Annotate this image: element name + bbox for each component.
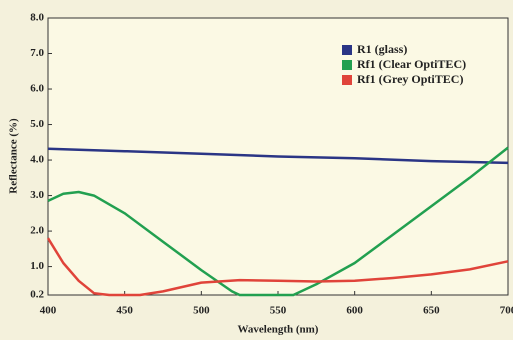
x-tick-label: 500 — [193, 305, 210, 317]
y-tick-label: 6.0 — [30, 83, 44, 95]
x-tick-label: 550 — [270, 305, 287, 317]
x-tick-label: 700 — [500, 305, 513, 317]
legend: R1 (glass)Rf1 (Clear OptiTEC)Rf1 (Grey O… — [342, 42, 466, 86]
legend-swatch — [342, 45, 352, 55]
y-tick-label: 2.0 — [30, 225, 44, 237]
y-axis-label: Reflectance (%) — [8, 118, 20, 194]
x-tick-label: 400 — [40, 305, 57, 317]
y-tick-label: 4.0 — [30, 154, 44, 166]
legend-label: R1 (glass) — [357, 42, 407, 56]
legend-swatch — [342, 60, 352, 70]
legend-label: Rf1 (Clear OptiTEC) — [357, 57, 466, 71]
series-line — [47, 146, 509, 297]
series-line — [47, 147, 509, 165]
legend-swatch — [342, 75, 352, 85]
series-line — [46, 237, 509, 297]
x-tick-label: 650 — [423, 305, 440, 317]
y-tick-label: 0.2 — [30, 289, 44, 301]
y-tick-label: 3.0 — [30, 189, 44, 201]
y-tick-label: 7.0 — [30, 47, 44, 59]
x-tick-label: 450 — [116, 305, 133, 317]
x-axis-label: Wavelength (nm) — [238, 324, 319, 336]
y-tick-label: 5.0 — [30, 118, 44, 130]
x-tick-label: 600 — [346, 305, 363, 317]
legend-label: Rf1 (Grey OptiTEC) — [357, 72, 463, 86]
y-tick-label: 8.0 — [30, 12, 44, 24]
y-tick-label: 1.0 — [30, 260, 44, 272]
